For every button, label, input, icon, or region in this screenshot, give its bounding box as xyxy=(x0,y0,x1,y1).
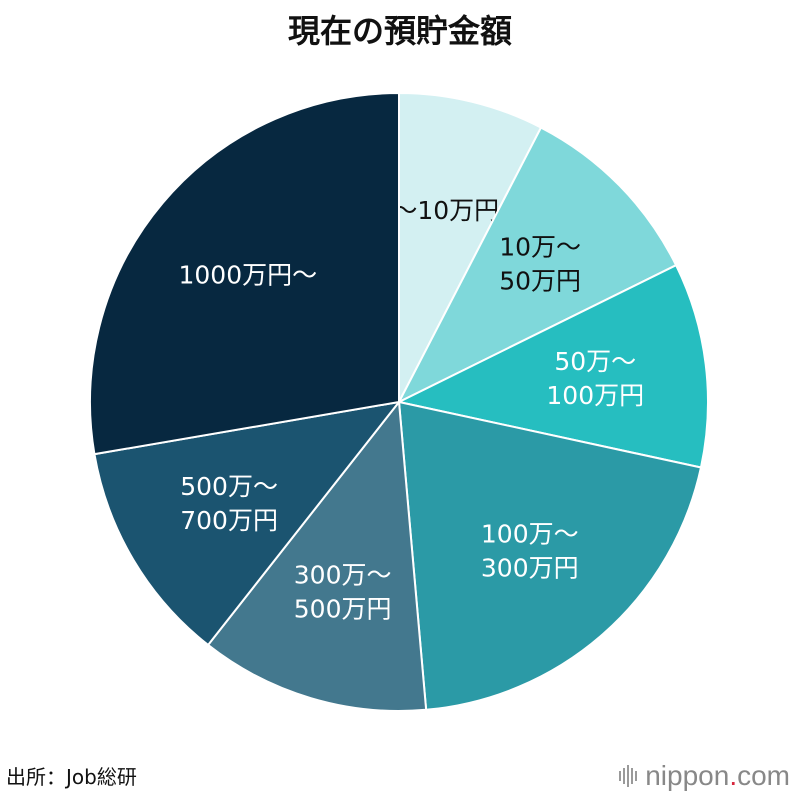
pie-label-1: 10万～ 50万円 xyxy=(499,232,581,295)
logo-name: nippon xyxy=(645,760,730,791)
sound-wave-logo-icon xyxy=(619,765,638,787)
pie-slice-2 xyxy=(395,263,709,469)
nippon-logo: nippon. com xyxy=(619,760,790,792)
pie-label-2: 50万～ 100万円 xyxy=(546,347,644,410)
pie-slice-3 xyxy=(397,400,703,711)
pie-slice-5 xyxy=(93,400,402,647)
logo-tld: com xyxy=(737,760,790,791)
pie-label-6: 1000万円～ xyxy=(179,261,318,290)
pie-slice-0 xyxy=(398,91,543,403)
pie-label-5: 500万～ 700万円 xyxy=(180,472,278,535)
logo-dot: . xyxy=(729,760,738,791)
pie-label-3: 100万～ 300万円 xyxy=(481,519,579,582)
chart-title: 現在の預貯金額 xyxy=(287,12,512,50)
pie-slice-1 xyxy=(396,126,678,405)
pie-slice-4 xyxy=(206,399,428,712)
source-note: 出所：Job総研 xyxy=(6,765,137,789)
pie-label-0: ～10万円 xyxy=(392,196,499,225)
pie-slice-6 xyxy=(89,91,400,456)
pie-label-4: 300万～ 500万円 xyxy=(294,561,392,624)
